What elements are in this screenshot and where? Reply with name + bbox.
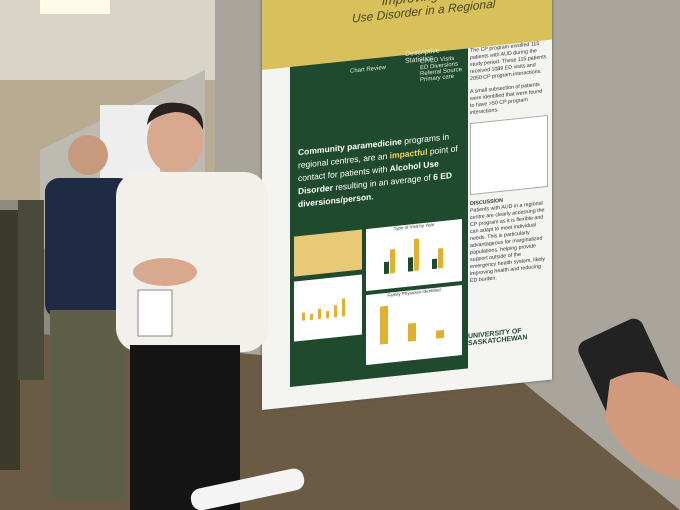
chart-panel: Family Physician Identified — [366, 284, 462, 366]
poster: improving care Use Disorder in a Regiona… — [262, 0, 552, 410]
chart-decoration — [384, 238, 443, 275]
chart-panel — [294, 274, 362, 342]
poster-main: Chart Review Descriptive Statistics CP/E… — [290, 47, 468, 388]
chart-panel: Type of Visit by Year — [366, 218, 462, 292]
chart-decoration — [302, 298, 345, 321]
chart-decoration — [380, 305, 444, 345]
